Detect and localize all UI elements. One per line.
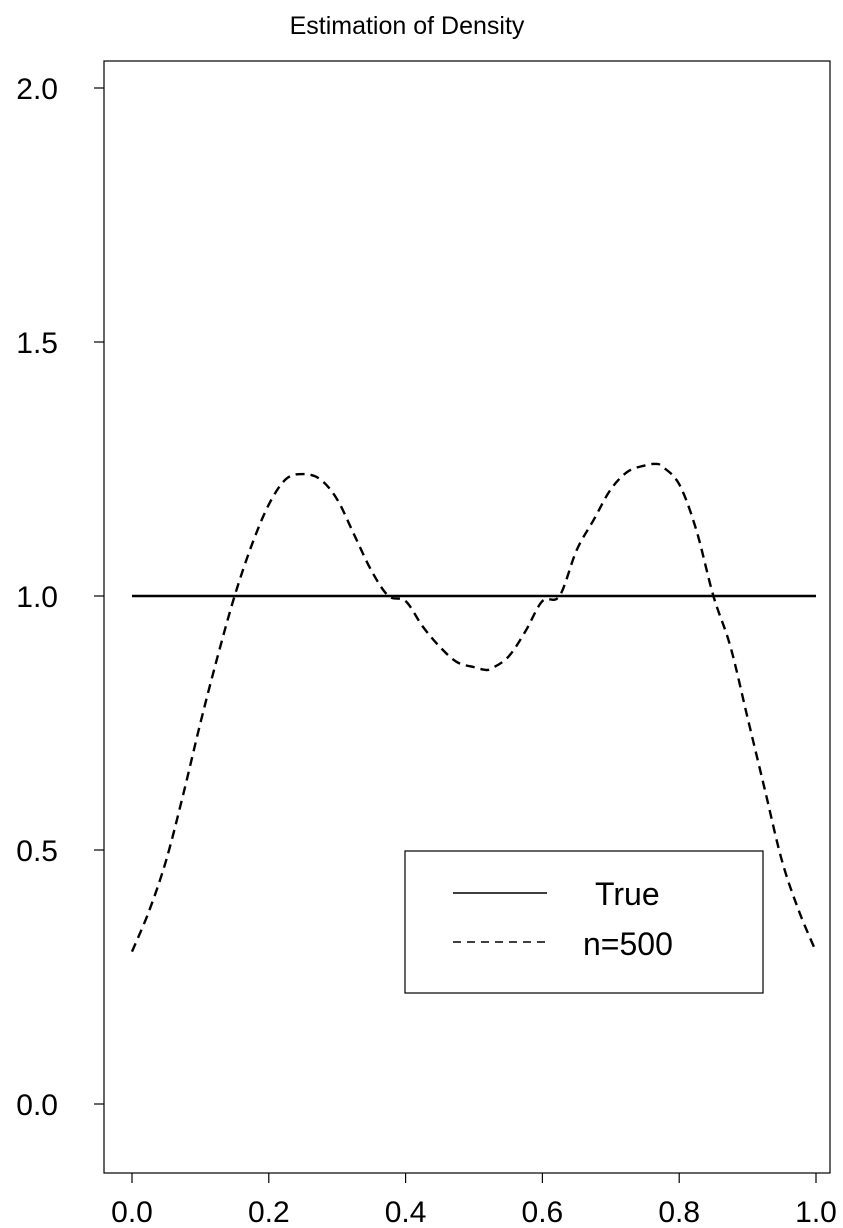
series-layer	[130, 462, 818, 953]
legend-n500-label: n=500	[583, 926, 673, 962]
series-line-n500	[130, 462, 818, 953]
x-tick-label: 0.4	[385, 1196, 427, 1228]
x-tick-label: 0.0	[111, 1196, 153, 1228]
y-tick-label: 1.0	[16, 581, 58, 614]
plot-frame	[103, 60, 831, 1174]
y-tick-label: 1.5	[16, 327, 58, 360]
legend-box	[404, 850, 764, 994]
x-tick-label: 0.8	[658, 1196, 700, 1228]
y-tick-label: 0.5	[16, 835, 58, 868]
y-tick-label: 0.0	[16, 1089, 58, 1122]
x-tick-label: 0.6	[522, 1196, 564, 1228]
chart-title: Estimation of Density	[290, 12, 525, 40]
y-tick-label: 2.0	[16, 73, 58, 106]
legend-true-label: True	[595, 876, 660, 912]
x-axis: 0.0 0.2 0.4 0.6 0.8 1.0	[111, 1173, 837, 1228]
y-axis: 0.0 0.5 1.0 1.5 2.0	[16, 73, 104, 1122]
legend: True n=500	[404, 850, 764, 994]
x-tick-label: 1.0	[795, 1196, 837, 1228]
x-tick-label: 0.2	[248, 1196, 290, 1228]
